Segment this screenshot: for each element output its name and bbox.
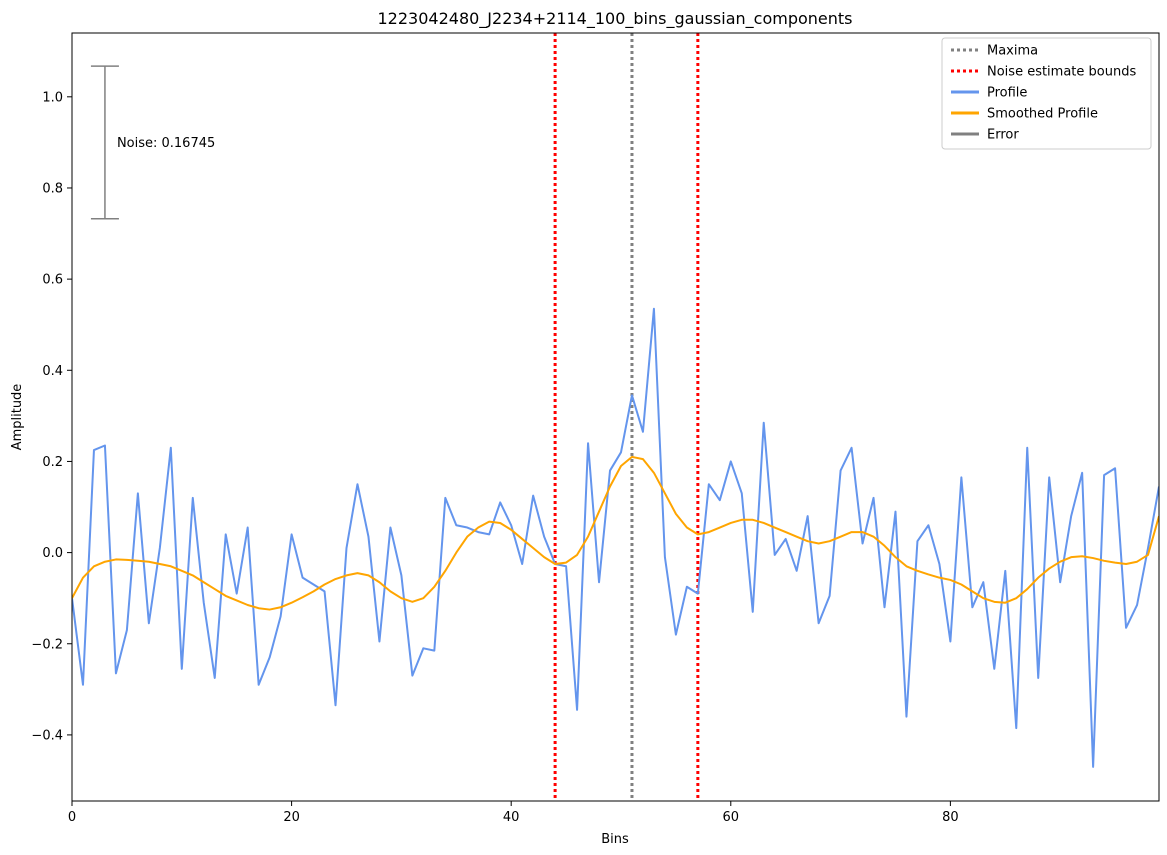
- legend-label: Error: [987, 128, 1019, 143]
- y-axis-label: Amplitude: [10, 384, 25, 451]
- error-bar-group: Noise: 0.16745: [90, 65, 215, 220]
- y-tick-label: 0.0: [42, 546, 63, 561]
- smoothed-profile-line: [72, 455, 1159, 611]
- y-tick-label: 0.2: [42, 455, 63, 470]
- legend-label: Smoothed Profile: [987, 107, 1098, 122]
- y-tick-label: −0.2: [31, 637, 63, 652]
- noise-annotation: Noise: 0.16745: [117, 136, 215, 151]
- profile-line: [72, 307, 1159, 768]
- legend-label: Profile: [987, 86, 1027, 101]
- plot-frame: [71, 32, 1160, 802]
- legend-label: Maxima: [987, 44, 1038, 59]
- x-axis-label: Bins: [601, 832, 629, 847]
- y-tick-label: 1.0: [42, 90, 63, 105]
- y-tick-label: −0.4: [31, 728, 63, 743]
- x-tick-label: 80: [942, 810, 959, 825]
- x-axis-ticks: 0 20 40 60 80: [68, 801, 959, 825]
- y-axis-ticks: −0.4 −0.2 0.0 0.2 0.4 0.6 0.8 1.0: [31, 90, 72, 743]
- y-tick-label: 0.4: [42, 364, 63, 379]
- series-group: [72, 307, 1159, 768]
- legend-box: [941, 37, 1152, 150]
- legend: Maxima Noise estimate bounds Profile Smooth…: [941, 37, 1152, 150]
- x-tick-label: 40: [503, 810, 520, 825]
- x-tick-label: 60: [723, 810, 740, 825]
- x-tick-label: 0: [68, 810, 76, 825]
- chart-title: 1223042480_J2234+2114_100_bins_gaussian_…: [378, 9, 853, 29]
- y-tick-label: 0.6: [42, 273, 63, 288]
- legend-label: Noise estimate bounds: [987, 65, 1136, 80]
- x-tick-label: 20: [283, 810, 300, 825]
- vertical-markers: [553, 33, 700, 801]
- y-tick-label: 0.8: [42, 181, 63, 196]
